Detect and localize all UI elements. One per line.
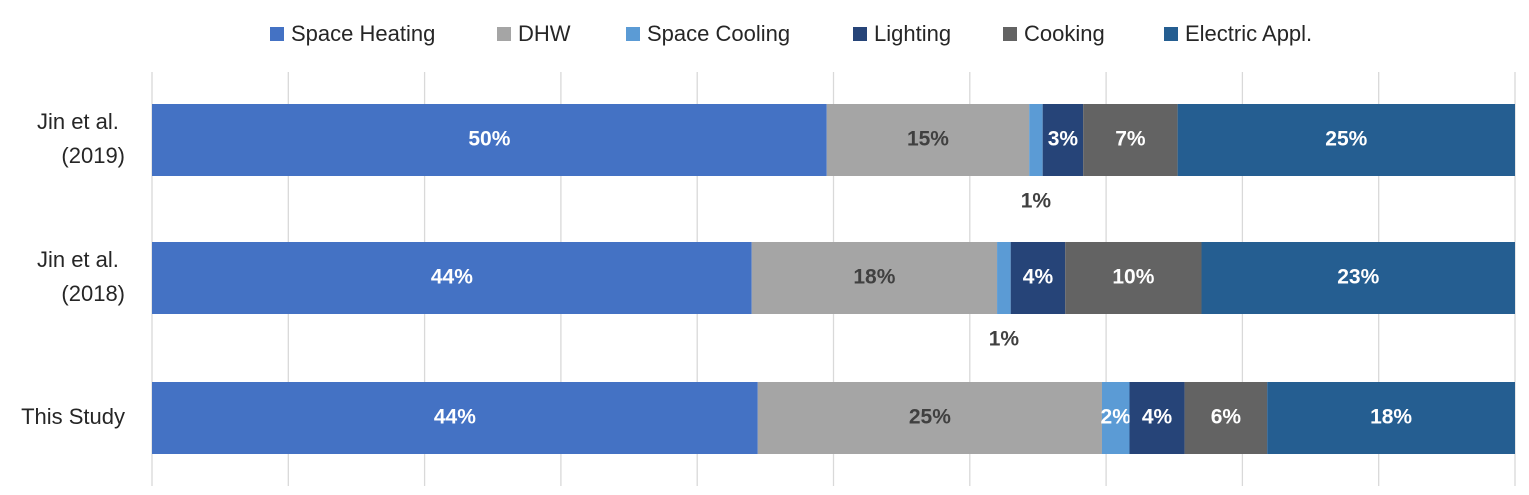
bar-segment [1029,104,1043,176]
legend-label: Space Cooling [647,21,790,46]
legend-label: Electric Appl. [1185,21,1312,46]
bar-segment [1184,382,1268,454]
bar-segment [1065,242,1202,314]
value-label: 25% [1325,128,1367,151]
bar-segment [152,382,758,454]
category-label: Jin et al. (2019) [37,109,125,168]
category-label: This Study [21,404,125,429]
value-label: 1% [989,328,1020,351]
legend-label: DHW [518,21,571,46]
bar-segment [152,242,752,314]
legend-label: Cooking [1024,21,1105,46]
value-label: 50% [468,128,510,151]
bar-segment [757,382,1102,454]
value-label: 4% [1023,266,1054,289]
bar-segment [997,242,1011,314]
legend-swatch [497,27,511,41]
legend-swatch [1164,27,1178,41]
value-label: 2% [1101,406,1132,429]
category-label: Jin et al. (2018) [37,247,125,306]
legend-label: Space Heating [291,21,435,46]
bar-segment [1042,104,1084,176]
value-label: 18% [853,266,895,289]
bar-segment [751,242,998,314]
bar-segment [1101,382,1130,454]
value-label: 3% [1048,128,1079,151]
value-label: 6% [1211,406,1242,429]
value-label: 1% [1021,190,1052,213]
value-label: 44% [434,406,476,429]
legend-label: Lighting [874,21,951,46]
bar-segment [1083,104,1178,176]
bar-segment [826,104,1030,176]
value-label: 15% [907,128,949,151]
value-label: 18% [1370,406,1412,429]
bar-segment [1201,242,1515,314]
value-label: 7% [1115,128,1146,151]
value-label: 23% [1337,266,1379,289]
legend-swatch [1003,27,1017,41]
value-label: 44% [431,266,473,289]
value-label: 25% [909,406,951,429]
legend-swatch [626,27,640,41]
bar-segment [1010,242,1066,314]
legend-swatch [270,27,284,41]
bar-segment [1129,382,1185,454]
value-label: 10% [1112,266,1154,289]
value-label: 4% [1142,406,1173,429]
bar-segment [152,104,827,176]
bar-segment [1177,104,1515,176]
legend-swatch [853,27,867,41]
bar-segment [1267,382,1515,454]
